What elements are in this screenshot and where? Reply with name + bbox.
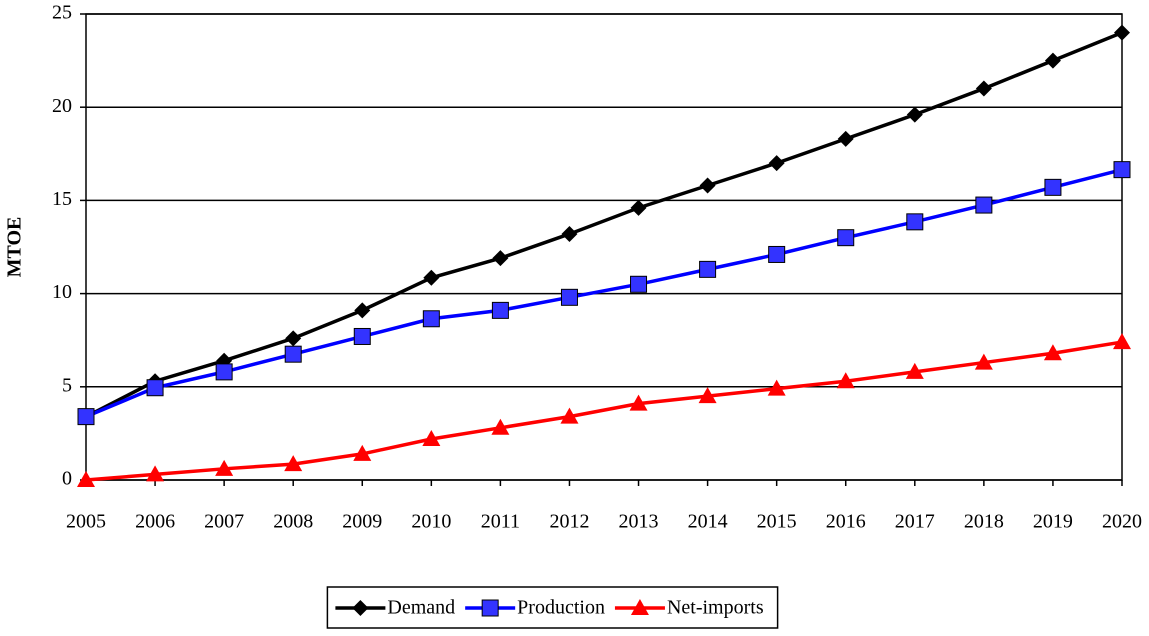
marker [284,455,303,472]
marker [699,177,716,194]
marker [352,600,369,616]
legend-label: Demand [387,597,455,619]
y-tick-label: 25 [52,2,72,24]
marker [353,327,371,345]
marker [630,199,647,216]
marker [492,250,509,267]
marker [77,408,95,426]
marker [285,330,302,347]
marker [215,363,233,381]
legend-label: Production [517,597,605,619]
marker [699,260,717,278]
series-line [85,31,1123,419]
x-tick-label: 2019 [1033,511,1073,533]
marker [423,269,440,286]
marker [630,275,648,293]
series-line [85,340,1123,482]
x-tick-label: 2017 [895,511,935,533]
x-tick-label: 2008 [273,511,313,533]
legend: Demand Production Net-imports [326,586,779,629]
x-tick-label: 2010 [411,511,451,533]
x-tick-label: 2009 [342,511,382,533]
marker [491,301,509,319]
marker [698,387,717,404]
marker [1044,52,1061,69]
marker [561,225,578,242]
marker [906,106,923,123]
marker [353,444,372,461]
marker [284,345,302,363]
x-tick-label: 2014 [688,511,728,533]
marker [481,599,499,617]
y-axis-label: MTOE [4,217,26,278]
x-tick-label: 2011 [481,511,520,533]
marker [836,372,855,389]
x-tick-label: 2006 [135,511,175,533]
x-tick-label: 2013 [619,511,659,533]
x-tick-label: 2012 [549,511,589,533]
x-tick-label: 2018 [964,511,1004,533]
marker [422,429,441,446]
marker [629,394,648,411]
y-tick-label: 10 [52,281,72,303]
marker [1043,344,1062,361]
marker [1114,24,1130,41]
marker [77,471,95,487]
marker [906,213,924,231]
y-tick-label: 0 [62,468,72,490]
marker [837,229,855,247]
marker [768,245,786,263]
marker [837,130,854,147]
marker [974,353,993,370]
marker [975,80,992,97]
marker [767,379,786,396]
marker [1113,161,1131,179]
x-tick-label: 2016 [826,511,866,533]
marker [560,288,578,306]
series-line [85,167,1123,419]
marker [630,599,649,615]
marker [146,465,165,482]
x-tick-label: 2020 [1102,511,1142,533]
marker [1113,333,1131,350]
marker [354,302,371,319]
legend-frame [326,586,779,629]
marker [905,362,924,379]
marker [491,418,510,435]
marker [975,196,993,214]
x-tick-label: 2005 [66,511,106,533]
x-tick-label: 2007 [204,511,244,533]
marker [768,155,785,172]
marker [146,379,164,397]
marker [215,459,234,476]
marker [1044,178,1062,196]
x-tick-label: 2015 [757,511,797,533]
y-tick-label: 5 [62,374,72,396]
y-tick-label: 20 [52,95,72,117]
legend-label: Net-imports [667,597,764,619]
marker [422,310,440,328]
plot-frame [85,13,1123,481]
marker [560,407,579,424]
y-tick-label: 15 [52,188,72,210]
